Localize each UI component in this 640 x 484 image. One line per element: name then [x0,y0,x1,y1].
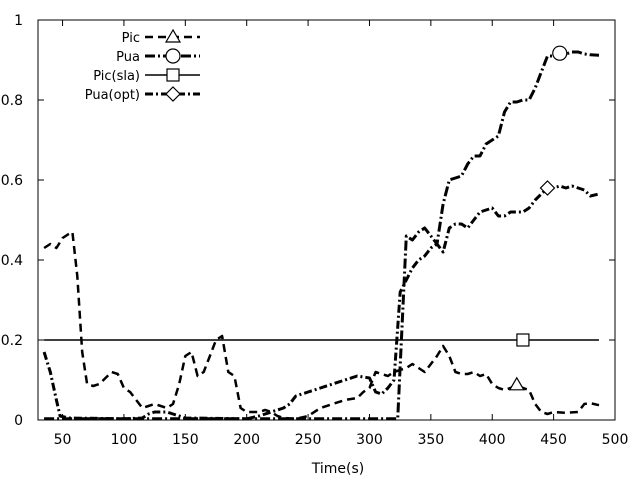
series-line-pic [43,230,600,421]
series-marker-pic-sla [516,333,530,347]
y-tick-label: 0.6 [1,173,23,189]
axes: 50 100 150 200 250 300 350 400 450 500 0 0.2 0.4 0.6 0… [1,13,629,448]
series-marker-pua [552,45,568,61]
y-tick-label: 0.4 [1,253,23,269]
legend: Pic Pua Pic(sla) Pua(opt) [85,28,200,103]
legend-marker-pic-sla [166,68,180,82]
legend-label-pua-opt: Pua(opt) [85,88,140,103]
legend-label-pic-sla: Pic(sla) [93,69,140,84]
y-tick-label: 1 [14,13,23,29]
y-tick-label: 0.2 [1,333,23,349]
series-marker-pua-opt [539,180,556,196]
y-tick-label: 0.8 [1,93,23,109]
x-tick-label: 350 [417,432,444,448]
x-tick-label: 250 [295,432,322,448]
x-tick-label: 100 [111,432,138,448]
series-lines [42,45,600,421]
legend-label-pic: Pic [122,31,140,46]
series-marker-pic [508,376,525,391]
x-tick-label: 400 [479,432,506,448]
x-tick-label: 450 [540,432,567,448]
x-tick-label: 50 [54,432,72,448]
legend-label-pua: Pua [116,50,140,65]
y-tick-label: 0 [14,413,23,429]
legend-marker-pic [164,28,182,43]
legend-marker-pua-opt [165,86,181,102]
x-tick-label: 150 [172,432,199,448]
plot-frame [37,19,616,421]
legend-marker-pua [165,48,181,64]
x-tick-label: 300 [356,432,383,448]
series-line-pua-opt [42,184,600,421]
x-tick-label: 500 [602,432,629,448]
x-tick-label: 200 [233,432,260,448]
series-line-pua [44,50,600,421]
x-axis-title: Time(s) [311,461,364,477]
